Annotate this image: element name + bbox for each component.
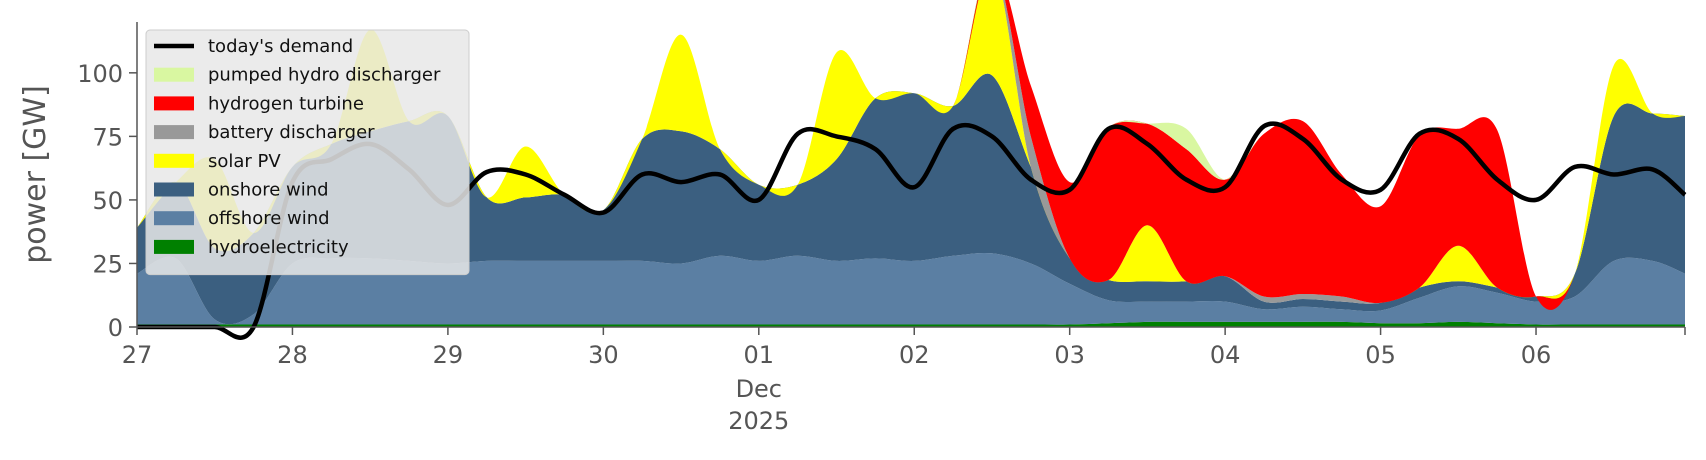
legend-label: hydrogen turbine: [208, 93, 364, 114]
x-tick-label: 27: [122, 341, 153, 369]
legend-label: pumped hydro discharger: [208, 65, 441, 86]
y-tick-label: 25: [92, 250, 123, 278]
x-tick-label: 01: [744, 341, 775, 369]
x-tick-label: 02: [899, 341, 930, 369]
x-tick-label: 28: [277, 341, 308, 369]
y-tick-label: 50: [92, 187, 123, 215]
area-hydrogen-turbine: [137, 0, 1685, 310]
legend-label: battery discharger: [208, 122, 375, 143]
y-tick-label: 0: [108, 314, 123, 342]
x-tick-label: 04: [1210, 341, 1241, 369]
area-series-group: [137, 0, 1685, 327]
legend-swatch: [154, 96, 194, 111]
legend-swatch: [154, 239, 194, 254]
x-tick-sublabel: Dec: [736, 375, 782, 403]
x-tick-label: 30: [588, 341, 619, 369]
legend-swatch: [154, 67, 194, 82]
legend-label: today's demand: [208, 36, 353, 57]
area-hydroelectricity: [137, 321, 1685, 327]
x-tick-label: 29: [433, 341, 464, 369]
y-tick-label: 75: [92, 123, 123, 151]
legend-box: [145, 29, 470, 276]
legend-label: offshore wind: [208, 208, 330, 229]
legend-label: solar PV: [208, 151, 281, 172]
x-tick-label: 05: [1365, 341, 1396, 369]
x-tick-sublabel: 2025: [728, 407, 789, 435]
y-axis-label: power [GW]: [18, 85, 53, 264]
legend-swatch: [154, 153, 194, 168]
legend: today's demand pumped hydro discharger hyd…: [145, 29, 470, 276]
y-tick-label: 100: [77, 60, 123, 88]
legend-label: hydroelectricity: [208, 237, 349, 258]
x-tick-label: 06: [1521, 341, 1552, 369]
area-onshore-wind: [137, 73, 1685, 325]
legend-swatch: [154, 182, 194, 197]
x-tick-label: 03: [1054, 341, 1085, 369]
axes: 0 25 50 75 100 27 28 29 30 01 Dec 2025 02 03 04 05 06 pow…: [18, 22, 1686, 435]
legend-swatch: [154, 125, 194, 140]
legend-label: onshore wind: [208, 180, 329, 201]
legend-swatch: [154, 211, 194, 226]
area-offshore-wind: [137, 252, 1685, 325]
